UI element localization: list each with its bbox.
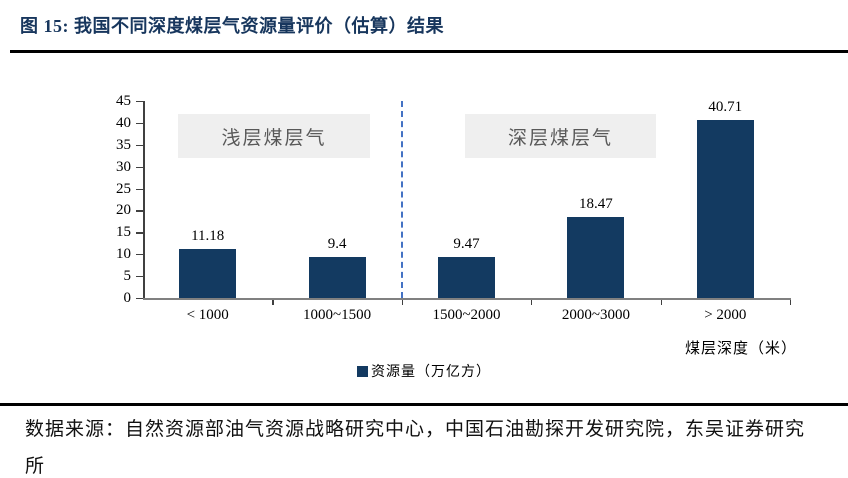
bar xyxy=(438,256,495,298)
bar-value-label: 11.18 xyxy=(191,228,225,245)
y-axis-tick xyxy=(136,188,143,190)
y-axis-tick-label: 10 xyxy=(116,246,131,263)
region-divider-line xyxy=(400,101,403,298)
data-source-text: 数据来源：自然资源部油气资源战略研究中心，中国石油勘探开发研究院，东吴证券研究所 xyxy=(25,419,806,477)
y-axis-tick xyxy=(136,254,143,256)
x-axis-tick xyxy=(401,299,403,305)
y-axis-tick-label: 30 xyxy=(116,158,131,175)
bar xyxy=(308,256,366,298)
bar xyxy=(567,217,625,298)
region-label: 浅层煤层气 xyxy=(178,114,370,158)
x-axis-tick-label: > 2000 xyxy=(704,307,747,323)
y-axis-line xyxy=(143,101,145,298)
bar-chart: 0 5 10 15 20 25 30 35 40 45 11.18 < 1000 9.4 1000~150… xyxy=(116,93,792,323)
x-axis-tick xyxy=(272,299,274,305)
bar-value-label: 18.47 xyxy=(579,196,613,213)
y-axis-tick-label: 35 xyxy=(116,136,131,153)
legend: 资源量（万亿方） xyxy=(357,361,491,381)
bar-value-label: 40.71 xyxy=(708,98,743,115)
y-axis-tick-label: 40 xyxy=(116,114,131,131)
y-axis-tick xyxy=(136,232,143,234)
x-axis-tick xyxy=(790,299,792,305)
x-axis-tick-label: 1000~1500 xyxy=(303,307,372,323)
y-axis-tick-label: 0 xyxy=(123,290,132,306)
y-axis-tick-label: 25 xyxy=(116,180,131,197)
x-axis-tick-label: 1500~2000 xyxy=(432,307,501,323)
y-axis-tick xyxy=(136,144,143,146)
region-label: 深层煤层气 xyxy=(465,114,656,158)
x-axis-line xyxy=(143,298,791,300)
footer-divider-line xyxy=(0,403,848,406)
y-axis-tick xyxy=(136,210,143,212)
x-axis-title: 煤层深度（米） xyxy=(684,341,797,357)
bar-value-label: 9.47 xyxy=(453,235,480,252)
y-axis-tick-label: 45 xyxy=(116,93,131,109)
bar xyxy=(179,249,237,298)
y-axis-tick-label: 5 xyxy=(123,268,132,285)
x-axis-tick-label: < 1000 xyxy=(186,307,229,323)
y-axis-tick xyxy=(136,166,143,168)
legend-label: 资源量（万亿方） xyxy=(371,365,491,380)
legend-color-swatch xyxy=(357,365,368,377)
x-axis-tick xyxy=(660,299,662,305)
y-axis-tick xyxy=(136,122,143,125)
y-axis-tick-label: 15 xyxy=(116,224,131,241)
bar xyxy=(696,119,754,298)
bar-value-label: 9.4 xyxy=(327,235,347,252)
y-axis-tick-label: 20 xyxy=(116,202,131,219)
figure-title: 图 15: 我国不同深度煤层气资源量评价（估算）结果 xyxy=(20,16,444,36)
title-divider-line xyxy=(10,50,848,53)
x-axis-tick-label: 2000~3000 xyxy=(561,307,630,323)
y-axis-tick xyxy=(136,276,143,278)
x-axis-tick xyxy=(531,299,533,305)
y-axis-tick xyxy=(136,298,143,300)
y-axis-tick xyxy=(136,101,143,103)
